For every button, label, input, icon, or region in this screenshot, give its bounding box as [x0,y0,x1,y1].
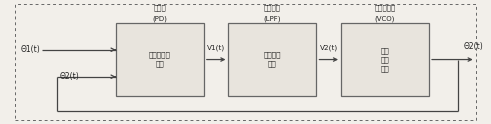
Bar [341,23,429,96]
Bar [116,23,204,96]
Text: V2(t): V2(t) [320,45,338,51]
Text: Θ1(t): Θ1(t) [20,45,40,54]
Text: 压控振荡器: 压控振荡器 [375,4,396,11]
Text: (VCO): (VCO) [375,15,395,22]
Bar [228,23,317,96]
Text: V1(t): V1(t) [207,45,225,51]
Text: 时钟脉冲差
计算: 时钟脉冲差 计算 [149,52,171,67]
Text: 节拍
跟踪
消抖: 节拍 跟踪 消抖 [381,47,389,72]
Text: (LPF): (LPF) [264,15,281,22]
Text: Θ2(t): Θ2(t) [59,72,79,81]
Text: Θ2(t): Θ2(t) [464,42,483,51]
Text: (PD): (PD) [152,15,167,22]
Text: 低通滤波
处理: 低通滤波 处理 [264,52,281,67]
Text: 环路滤波: 环路滤波 [264,4,281,11]
Text: 鉴相器: 鉴相器 [154,4,166,11]
